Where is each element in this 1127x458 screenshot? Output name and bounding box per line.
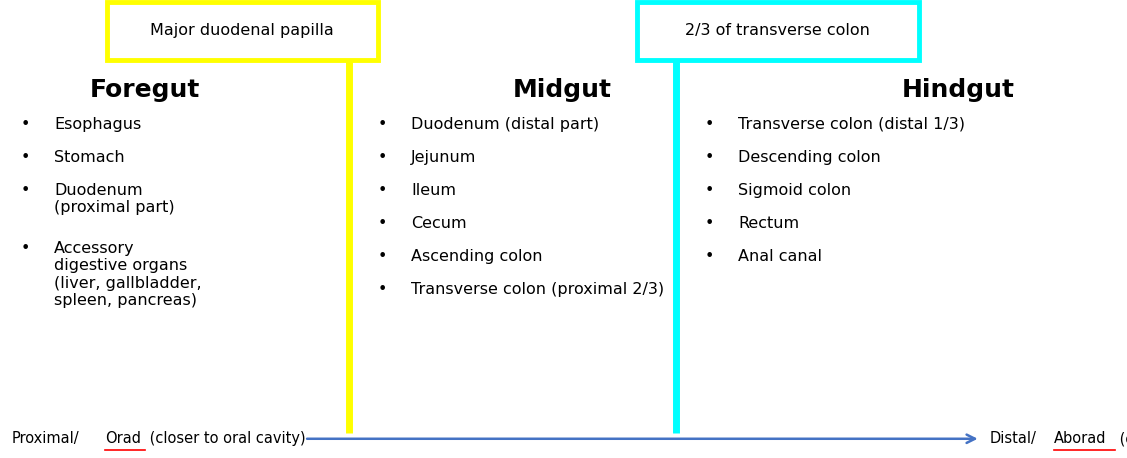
Text: Duodenum (distal part): Duodenum (distal part): [411, 117, 600, 132]
Text: (closer to oral cavity): (closer to oral cavity): [145, 431, 307, 446]
Text: Proximal/: Proximal/: [11, 431, 79, 446]
Text: Transverse colon (proximal 2/3): Transverse colon (proximal 2/3): [411, 282, 665, 297]
Text: Ileum: Ileum: [411, 183, 456, 198]
Text: (closer to anal canal): (closer to anal canal): [1115, 431, 1127, 446]
Text: Accessory
digestive organs
(liver, gallbladder,
spleen, pancreas): Accessory digestive organs (liver, gallb…: [54, 241, 202, 308]
Text: •: •: [20, 117, 29, 132]
Text: Anal canal: Anal canal: [738, 249, 823, 264]
Text: Stomach: Stomach: [54, 150, 125, 165]
Text: Orad: Orad: [105, 431, 141, 446]
Text: •: •: [378, 150, 387, 165]
FancyBboxPatch shape: [637, 2, 919, 60]
Text: •: •: [378, 282, 387, 297]
Text: Major duodenal papilla: Major duodenal papilla: [150, 23, 335, 38]
Text: •: •: [378, 183, 387, 198]
Text: 2/3 of transverse colon: 2/3 of transverse colon: [685, 23, 870, 38]
Text: •: •: [20, 150, 29, 165]
Text: Midgut: Midgut: [513, 78, 612, 102]
Text: •: •: [704, 249, 713, 264]
Text: Distal/: Distal/: [990, 431, 1037, 446]
Text: •: •: [704, 150, 713, 165]
Text: Jejunum: Jejunum: [411, 150, 477, 165]
Text: •: •: [378, 117, 387, 132]
FancyBboxPatch shape: [107, 2, 378, 60]
Text: Hindgut: Hindgut: [902, 78, 1014, 102]
Text: Cecum: Cecum: [411, 216, 467, 231]
Text: Transverse colon (distal 1/3): Transverse colon (distal 1/3): [738, 117, 965, 132]
Text: •: •: [20, 183, 29, 198]
Text: •: •: [378, 249, 387, 264]
Text: Foregut: Foregut: [90, 78, 201, 102]
Text: Rectum: Rectum: [738, 216, 799, 231]
Text: Duodenum
(proximal part): Duodenum (proximal part): [54, 183, 175, 215]
Text: •: •: [704, 216, 713, 231]
Text: Aborad: Aborad: [1054, 431, 1107, 446]
Text: •: •: [704, 117, 713, 132]
Text: •: •: [704, 183, 713, 198]
Text: Sigmoid colon: Sigmoid colon: [738, 183, 851, 198]
Text: •: •: [20, 241, 29, 256]
Text: Ascending colon: Ascending colon: [411, 249, 543, 264]
Text: Esophagus: Esophagus: [54, 117, 141, 132]
Text: Descending colon: Descending colon: [738, 150, 881, 165]
Text: •: •: [378, 216, 387, 231]
